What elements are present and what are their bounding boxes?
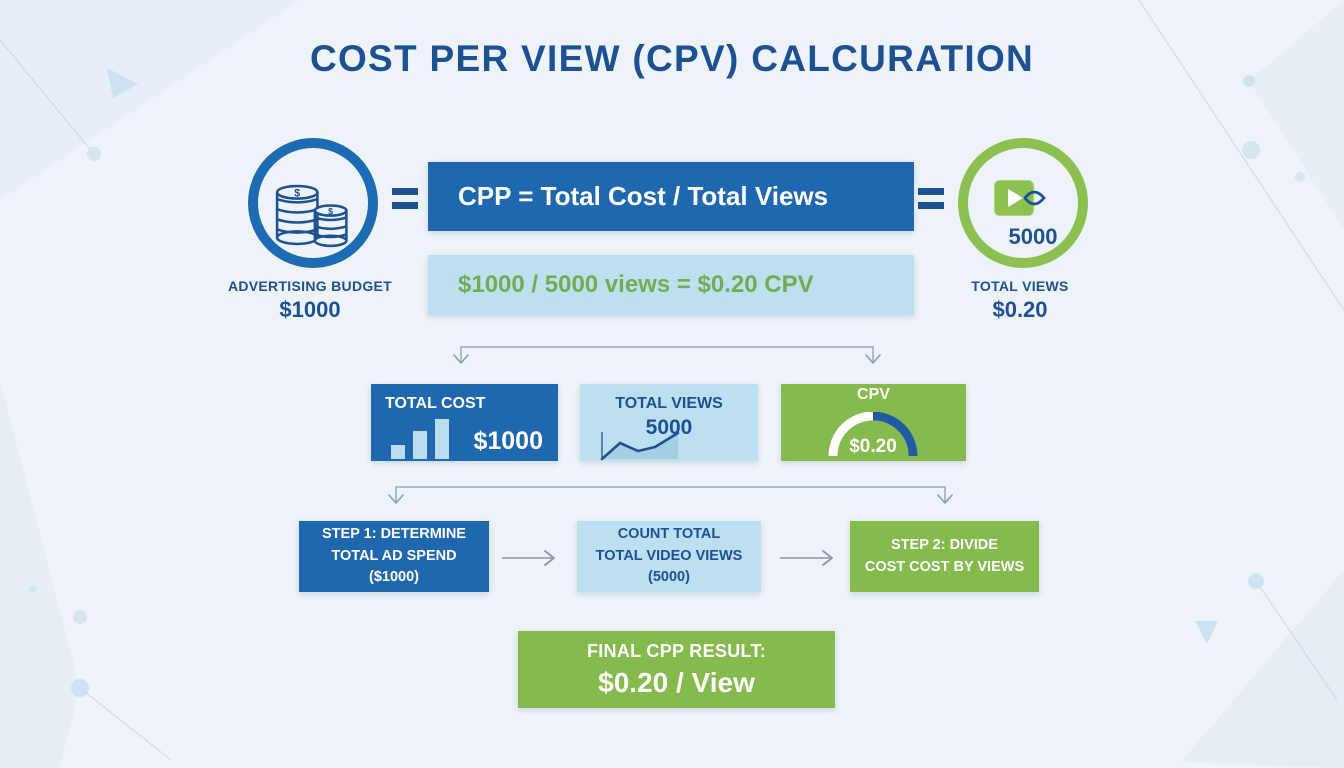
svg-text:$1000: $1000 (473, 427, 543, 455)
svg-text:$: $ (328, 206, 333, 216)
svg-text:$0.20: $0.20 (849, 436, 897, 457)
svg-text:$: $ (294, 188, 300, 200)
